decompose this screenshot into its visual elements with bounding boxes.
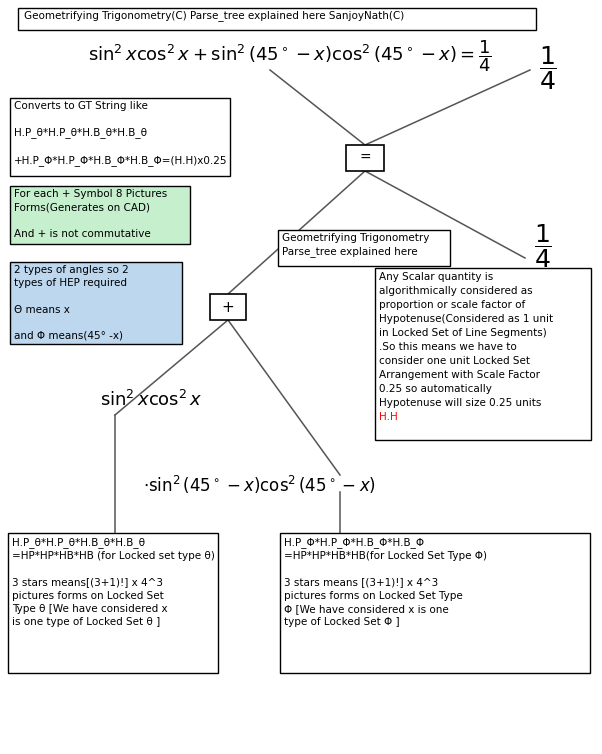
- Text: .So this means we have to: .So this means we have to: [379, 342, 517, 352]
- Text: For each + Symbol 8 Pictures
Forms(Generates on CAD)

And + is not commutative: For each + Symbol 8 Pictures Forms(Gener…: [14, 189, 167, 238]
- Text: +: +: [222, 299, 234, 314]
- FancyBboxPatch shape: [10, 262, 182, 344]
- FancyBboxPatch shape: [10, 98, 230, 176]
- Text: Any Scalar quantity is: Any Scalar quantity is: [379, 272, 493, 282]
- Text: 2 types of angles so 2
types of HEP required

Θ means x

and Φ means(45° -x): 2 types of angles so 2 types of HEP requ…: [14, 265, 129, 341]
- Text: $\sin^2 x \cos^2 x + \sin^2(45^\circ - x)\cos^2(45^\circ - x) = \dfrac{1}{4}$: $\sin^2 x \cos^2 x + \sin^2(45^\circ - x…: [88, 38, 492, 74]
- Text: $\cdot\sin^2(45^\circ - x)\cos^2(45^\circ - x)$: $\cdot\sin^2(45^\circ - x)\cos^2(45^\cir…: [143, 474, 376, 496]
- FancyBboxPatch shape: [278, 230, 450, 266]
- Text: =: =: [359, 151, 371, 165]
- Text: in Locked Set of Line Segments): in Locked Set of Line Segments): [379, 328, 547, 338]
- Text: Hypotenuse will size 0.25 units: Hypotenuse will size 0.25 units: [379, 398, 541, 408]
- Text: $\sin^2 x \cos^2 x$: $\sin^2 x \cos^2 x$: [100, 390, 203, 410]
- Text: Geometrifying Trigonometry(C) Parse_tree explained here SanjoyNath(C): Geometrifying Trigonometry(C) Parse_tree…: [24, 10, 405, 21]
- Text: Geometrifying Trigonometry
Parse_tree explained here: Geometrifying Trigonometry Parse_tree ex…: [282, 233, 429, 257]
- Text: Arrangement with Scale Factor: Arrangement with Scale Factor: [379, 370, 540, 380]
- Text: $\dfrac{1}{4}$: $\dfrac{1}{4}$: [534, 222, 552, 270]
- FancyBboxPatch shape: [210, 294, 246, 320]
- Text: $\dfrac{1}{4}$: $\dfrac{1}{4}$: [539, 44, 557, 92]
- Text: consider one unit Locked Set: consider one unit Locked Set: [379, 356, 530, 366]
- FancyBboxPatch shape: [375, 268, 591, 440]
- Text: Hypotenuse(Considered as 1 unit: Hypotenuse(Considered as 1 unit: [379, 314, 553, 324]
- FancyBboxPatch shape: [10, 186, 190, 244]
- Text: H.P_Φ*H.P_Φ*H.B_Φ*H.B_Φ
=HP*HP*HB*HB(for Locked Set Type Φ)

3 stars means [(3+1: H.P_Φ*H.P_Φ*H.B_Φ*H.B_Φ =HP*HP*HB*HB(for…: [284, 537, 487, 627]
- Text: H.P_θ*H.P_θ*H.B_θ*H.B_θ
=HP*HP*HB*HB (for Locked set type θ)

3 stars means[(3+1: H.P_θ*H.P_θ*H.B_θ*H.B_θ =HP*HP*HB*HB (fo…: [12, 537, 215, 627]
- Text: proportion or scale factor of: proportion or scale factor of: [379, 300, 526, 310]
- Text: 0.25 so automatically: 0.25 so automatically: [379, 384, 492, 394]
- FancyBboxPatch shape: [280, 533, 590, 673]
- Text: Converts to GT String like

H.P_θ*H.P_θ*H.B_θ*H.B_θ

+H.P_Φ*H.P_Φ*H.B_Φ*H.B_Φ=(H: Converts to GT String like H.P_θ*H.P_θ*H…: [14, 101, 228, 166]
- FancyBboxPatch shape: [8, 533, 218, 673]
- Text: H.H: H.H: [379, 412, 398, 422]
- Text: algorithmically considered as: algorithmically considered as: [379, 286, 533, 296]
- FancyBboxPatch shape: [18, 8, 536, 30]
- FancyBboxPatch shape: [346, 145, 384, 171]
